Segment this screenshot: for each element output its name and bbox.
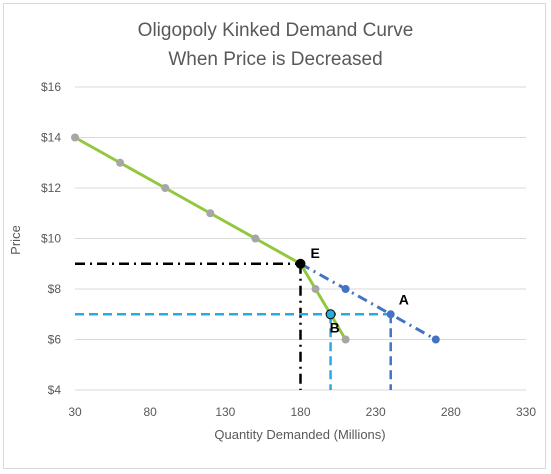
x-tick-label: 280 <box>441 405 461 419</box>
demand-curve-point <box>71 133 79 142</box>
x-tick-label: 30 <box>68 405 82 419</box>
chart-canvas: Oligopoly Kinked Demand Curve When Price… <box>8 20 536 442</box>
demand-curve-point <box>311 285 320 293</box>
demand-curve-point <box>206 209 215 218</box>
chart-title-line-2: When Price is Decreased <box>168 49 382 70</box>
point-e-label: E <box>311 245 320 261</box>
y-tick-label: $16 <box>41 80 61 94</box>
y-axis-title: Price <box>8 225 23 255</box>
elastic-demand-point <box>431 335 440 344</box>
chart-title-line-1: Oligopoly Kinked Demand Curve <box>138 20 414 41</box>
demand-curve-point <box>251 234 260 243</box>
x-tick-label: 130 <box>215 405 235 419</box>
x-axis-title: Quantity Demanded (Millions) <box>214 427 385 442</box>
y-tick-label: $8 <box>48 282 62 296</box>
chart-frame: Oligopoly Kinked Demand Curve When Price… <box>3 3 546 469</box>
y-tick-label: $10 <box>41 232 61 246</box>
x-tick-label: 80 <box>143 405 157 419</box>
annotations: E A B <box>295 245 409 335</box>
elastic-demand-point <box>341 285 350 293</box>
x-tick-label: 230 <box>366 405 386 419</box>
demand-curve-point <box>161 184 170 192</box>
point-b-marker <box>325 309 336 320</box>
x-tick-label: 180 <box>290 405 310 419</box>
demand-curve-point <box>116 158 125 167</box>
y-tick-label: $12 <box>41 181 61 195</box>
x-axis-ticks: 30 80 130 180 230 280 330 <box>68 405 536 419</box>
guide-lines <box>75 262 392 390</box>
x-tick-label: 330 <box>516 405 536 419</box>
point-a-label: A <box>399 291 409 307</box>
demand-curve-point <box>341 335 350 344</box>
elastic-demand-point <box>386 310 395 319</box>
y-axis-ticks: $4 $6 $8 $10 $12 $14 $16 <box>41 80 61 397</box>
y-tick-label: $6 <box>48 333 62 347</box>
point-b-label: B <box>330 319 340 335</box>
y-tick-label: $14 <box>41 131 61 145</box>
elastic-demand-line <box>299 262 437 341</box>
y-tick-label: $4 <box>48 383 62 397</box>
point-e-marker <box>295 258 306 269</box>
gridlines <box>75 86 526 391</box>
